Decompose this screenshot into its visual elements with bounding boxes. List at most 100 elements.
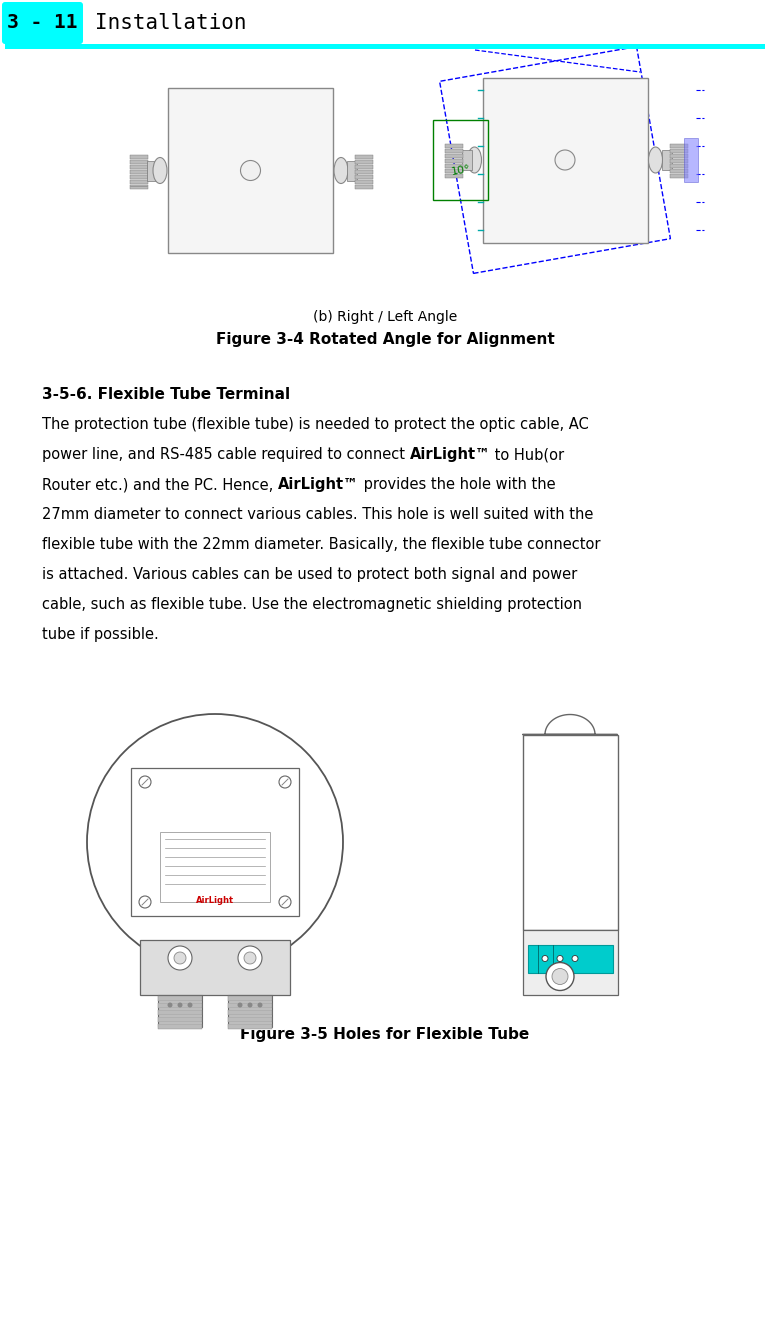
Circle shape [188,1002,192,1007]
FancyBboxPatch shape [2,1,83,44]
Text: AirLight: AirLight [196,896,234,905]
Bar [444,164,463,168]
Circle shape [279,896,291,908]
Text: Router etc.) and the PC. Hence,: Router etc.) and the PC. Hence, [42,477,278,492]
Circle shape [168,1002,172,1007]
Bar [158,997,202,1001]
Bar [461,150,471,171]
Bar [355,180,373,184]
Text: The protection tube (flexible tube) is needed to protect the optic cable, AC: The protection tube (flexible tube) is n… [42,416,589,432]
Ellipse shape [334,157,348,184]
Bar [147,161,157,180]
Bar [228,997,272,1001]
Circle shape [139,776,151,788]
Bar [444,158,463,163]
Circle shape [557,955,563,962]
Text: is attached. Various cables can be used to protect both signal and power: is attached. Various cables can be used … [42,567,578,582]
Bar [444,154,463,158]
Bar [168,89,333,252]
Circle shape [87,714,343,970]
Bar [130,169,148,173]
Text: cable, such as flexible tube. Use the electromagnetic shielding protection: cable, such as flexible tube. Use the el… [42,598,582,612]
Bar [483,78,648,243]
Text: 3-5-6. Flexible Tube Terminal: 3-5-6. Flexible Tube Terminal [42,387,290,402]
Circle shape [546,963,574,991]
Bar [523,929,618,995]
Circle shape [244,952,256,964]
Bar [433,120,487,200]
Circle shape [555,150,575,171]
Bar [669,175,688,179]
Circle shape [279,776,291,788]
Bar [158,1017,202,1022]
Text: flexible tube with the 22mm diameter. Basically, the flexible tube connector: flexible tube with the 22mm diameter. Ba… [42,537,601,552]
Bar [669,149,688,153]
Text: tube if possible.: tube if possible. [42,627,159,642]
Bar [228,1010,272,1015]
Circle shape [238,945,262,970]
Bar [131,768,299,916]
Bar [130,160,148,164]
Bar [158,1003,202,1009]
Bar [661,150,671,171]
Text: Figure 3-5 Holes for Flexible Tube: Figure 3-5 Holes for Flexible Tube [240,1027,530,1042]
Bar [444,169,463,173]
Bar [228,1003,272,1009]
Bar [158,1023,202,1029]
Circle shape [247,1002,253,1007]
Text: (b) Right / Left Angle: (b) Right / Left Angle [313,310,457,324]
Bar [355,160,373,164]
Text: 10°: 10° [450,164,471,177]
Bar [669,169,688,173]
Bar [523,735,618,929]
Circle shape [237,1002,243,1007]
Text: power line, and RS-485 cable required to connect: power line, and RS-485 cable required to… [42,447,410,462]
Bar [228,995,272,1027]
Circle shape [552,968,568,984]
Bar [130,184,148,188]
Bar [669,158,688,163]
Bar [444,144,463,148]
Bar [527,944,612,972]
Circle shape [240,161,260,180]
Bar [158,1010,202,1015]
Text: AirLight™: AirLight™ [278,477,359,492]
Bar [444,149,463,153]
Bar [158,995,202,1027]
Circle shape [257,1002,263,1007]
Circle shape [178,1002,182,1007]
Text: to Hub(or: to Hub(or [490,447,564,462]
Text: 27mm diameter to connect various cables. This hole is well suited with the: 27mm diameter to connect various cables.… [42,508,594,522]
Ellipse shape [648,146,662,173]
Circle shape [542,955,548,962]
Bar [140,940,290,995]
Bar [130,180,148,184]
Bar [355,154,373,158]
Text: AirLight™: AirLight™ [410,447,490,462]
Circle shape [174,952,186,964]
Bar [355,169,373,173]
Bar [669,144,688,148]
Bar [5,44,765,48]
Text: Figure 3-4 Rotated Angle for Alignment: Figure 3-4 Rotated Angle for Alignment [216,332,554,346]
Text: 27.5: 27.5 [550,968,567,978]
Polygon shape [523,714,618,735]
Circle shape [168,945,192,970]
Bar [355,184,373,188]
Text: 3 - 11: 3 - 11 [7,13,77,32]
Ellipse shape [467,146,481,173]
Bar [228,1017,272,1022]
Ellipse shape [153,157,167,184]
Bar [669,154,688,158]
Text: provides the hole with the: provides the hole with the [359,477,555,492]
Bar [347,161,357,180]
Circle shape [572,955,578,962]
Text: Installation: Installation [95,13,246,34]
Bar [684,138,698,183]
Bar [669,164,688,168]
Bar [130,175,148,179]
Circle shape [139,896,151,908]
Bar [228,1023,272,1029]
Bar [160,833,270,902]
Bar [355,164,373,168]
